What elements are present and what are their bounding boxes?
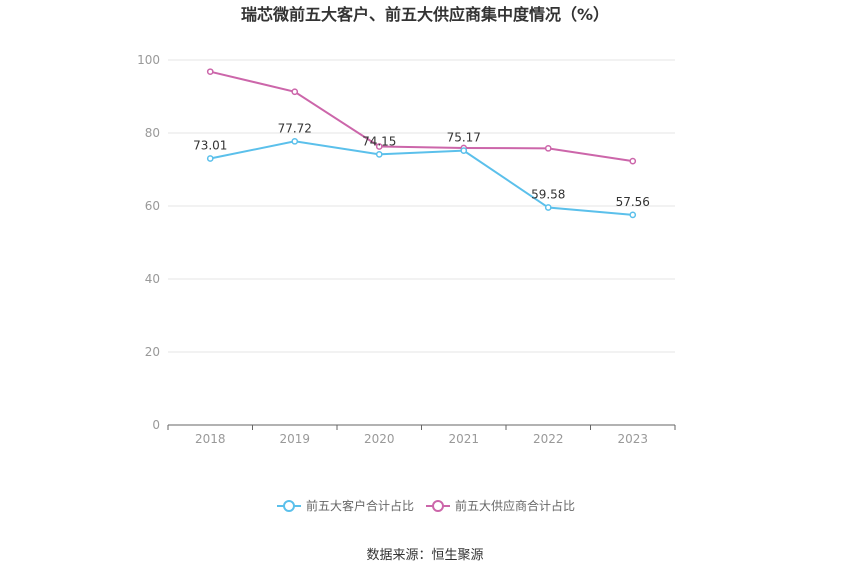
chart-title: 瑞芯微前五大客户、前五大供应商集中度情况（%） bbox=[241, 5, 609, 24]
x-tick-label-2021: 2021 bbox=[448, 432, 479, 446]
y-tick-label-100: 100 bbox=[137, 53, 160, 67]
series-1-data-label: 59.58 bbox=[531, 188, 565, 202]
y-tick-label-20: 20 bbox=[145, 345, 160, 359]
series-1-point bbox=[291, 137, 299, 145]
series-1: 73.01 77.72 74.15 75.17 59.58 57.56 bbox=[193, 121, 650, 219]
series-1-data-label: 74.15 bbox=[362, 134, 396, 148]
series-2 bbox=[206, 68, 637, 165]
y-axis: 0 20 40 60 80 100 bbox=[137, 53, 160, 432]
series-2-line bbox=[210, 70, 633, 163]
series-1-point bbox=[544, 204, 552, 211]
data-source: 数据来源：恒生聚源 bbox=[366, 548, 483, 563]
series-2-point bbox=[206, 68, 214, 76]
y-tick-label-60: 60 bbox=[145, 199, 160, 213]
x-tick-label-2020: 2020 bbox=[364, 432, 395, 446]
legend[interactable]: 前五大客户合计占比 前五大供应商合计占比 bbox=[277, 498, 575, 513]
series-1-data-label: 77.72 bbox=[278, 121, 312, 135]
series-1-line bbox=[210, 140, 633, 216]
legend-label: 前五大客户合计占比 bbox=[306, 498, 414, 513]
x-tick-label-2023: 2023 bbox=[617, 432, 648, 446]
series-1-data-label: 57.56 bbox=[616, 195, 650, 209]
legend-item-2[interactable]: 前五大供应商合计占比 bbox=[426, 498, 575, 513]
legend-item-1[interactable]: 前五大客户合计占比 bbox=[277, 498, 414, 513]
x-tick-label-2022: 2022 bbox=[533, 432, 564, 446]
series-1-point bbox=[375, 151, 383, 158]
series-1-point bbox=[629, 211, 637, 219]
x-tick-label-2018: 2018 bbox=[195, 432, 226, 446]
y-tick-label-40: 40 bbox=[145, 272, 160, 286]
series-1-data-label: 73.01 bbox=[193, 139, 227, 153]
series-1-data-label: 75.17 bbox=[447, 131, 481, 145]
series-layer: 73.01 77.72 74.15 75.17 59.58 57.56 bbox=[193, 68, 650, 219]
gridlines bbox=[168, 59, 675, 353]
series-2-point bbox=[375, 143, 383, 150]
series-2-point bbox=[291, 88, 299, 96]
x-tick-label-2019: 2019 bbox=[279, 432, 310, 446]
legend-label: 前五大供应商合计占比 bbox=[455, 498, 575, 513]
x-axis: 2018 2019 2020 2021 2022 2023 bbox=[167, 424, 676, 446]
y-tick-label-0: 0 bbox=[152, 418, 160, 432]
series-2-point bbox=[544, 144, 552, 152]
y-tick-label-80: 80 bbox=[145, 126, 160, 140]
series-1-point bbox=[206, 155, 214, 162]
legend-marker-icon bbox=[283, 500, 295, 512]
series-1-point bbox=[460, 147, 468, 154]
series-2-point bbox=[629, 157, 637, 165]
legend-marker-icon bbox=[432, 500, 444, 512]
